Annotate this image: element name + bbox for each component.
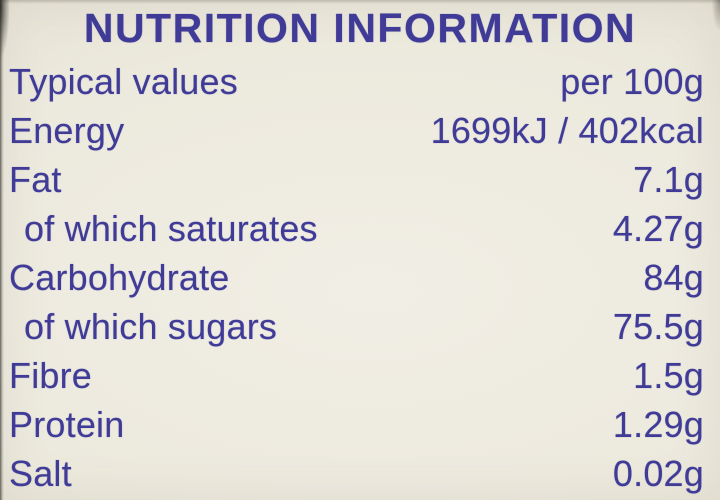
table-row-carbohydrate: Carbohydrate 84g xyxy=(0,253,720,302)
nutrient-value: 1699kJ / 402kcal xyxy=(430,109,704,151)
typical-values-heading: Typical values xyxy=(9,60,238,102)
table-row-fibre: Fibre 1.5g xyxy=(0,351,720,400)
nutrient-name: Protein xyxy=(9,403,125,445)
nutrient-name: Fat xyxy=(9,158,62,200)
nutrient-value: 1.29g xyxy=(612,403,704,445)
table-row-sugars: of which sugars 75.5g xyxy=(0,302,720,351)
table-row-fat: Fat 7.1g xyxy=(0,155,720,204)
nutrient-name: Fibre xyxy=(9,354,93,396)
nutrient-value: 1.5g xyxy=(633,354,704,396)
table-row-saturates: of which saturates 4.27g xyxy=(0,204,720,253)
table-row-salt: Salt 0.02g xyxy=(0,449,720,498)
nutrient-value: 0.02g xyxy=(612,452,704,494)
photo-top-edge xyxy=(0,0,720,4)
label-title: NUTRITION INFORMATION xyxy=(83,5,637,51)
nutrition-table: Typical values per 100g Energy 1699kJ / … xyxy=(0,57,720,498)
nutrient-value: 7.1g xyxy=(633,158,704,200)
nutrient-name: of which saturates xyxy=(24,207,318,249)
table-row-protein: Protein 1.29g xyxy=(0,400,720,449)
nutrient-name: Salt xyxy=(9,452,72,494)
table-header-row: Typical values per 100g xyxy=(0,57,720,106)
nutrient-value: 84g xyxy=(643,256,704,298)
nutrient-value: 4.27g xyxy=(612,207,704,249)
per-100g-heading: per 100g xyxy=(560,60,704,102)
nutrient-name: of which sugars xyxy=(24,305,278,347)
nutrient-value: 75.5g xyxy=(612,305,704,347)
table-row-energy: Energy 1699kJ / 402kcal xyxy=(0,106,720,155)
nutrient-name: Carbohydrate xyxy=(9,256,230,298)
nutrient-name: Energy xyxy=(9,109,125,151)
